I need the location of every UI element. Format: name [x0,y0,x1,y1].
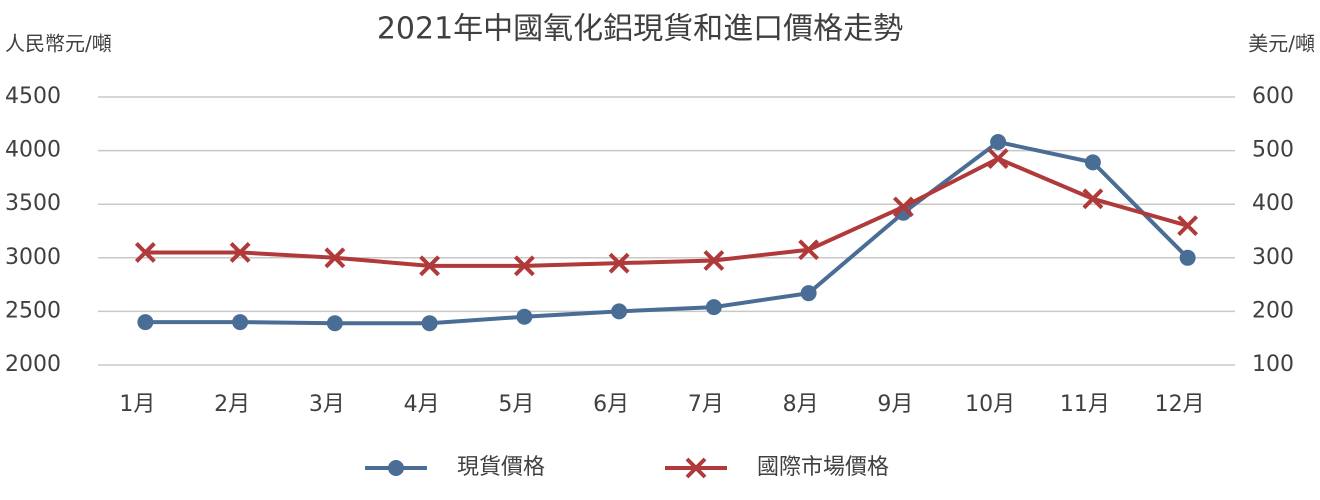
x-tick-label: 3月 [309,392,345,417]
marker [608,252,630,274]
x-tick-label: 4月 [404,392,440,417]
marker [1082,188,1104,210]
y-tick-label: 3000 [5,245,61,270]
x-tick-label: 5月 [498,392,534,417]
x-tick-label: 2月 [214,392,250,417]
marker-x [513,255,535,277]
marker [703,250,725,271]
marker [324,247,346,269]
y-tick-label: 2500 [5,298,61,323]
x-tick-label: 11月 [1060,392,1110,417]
marker [1179,249,1196,266]
marker-x [419,255,441,277]
marker [705,299,722,316]
y2-tick-label: 500 [1252,138,1294,163]
series-line [145,156,1189,268]
marker [421,315,438,332]
x-tick-label: 12月 [1155,392,1205,417]
marker [419,255,441,277]
y-tick-label: 4000 [5,138,61,163]
marker-x [324,247,346,269]
x-tick-label: 1月 [119,392,155,417]
marker [1177,215,1199,237]
marker [611,303,628,320]
marker [229,242,251,263]
marker [516,308,533,325]
y-tick-label: 3500 [5,191,61,216]
legend-label: 國際市場價格 [757,455,889,480]
marker-x [1177,215,1199,237]
y2-tick-label: 600 [1252,84,1294,109]
y2-tick-label: 100 [1252,352,1294,377]
marker [685,457,707,479]
marker [990,134,1007,151]
marker-x [987,148,1009,170]
marker-x [892,196,914,218]
marker [798,239,820,261]
marker [326,315,343,332]
marker [987,148,1009,170]
marker [388,460,404,476]
series-line [145,139,1190,326]
x-tick-label: 7月 [688,392,724,417]
marker-x [134,242,156,263]
marker [513,255,535,277]
chart-title: 2021年中國氧化鋁現貨和進口價格走勢 [377,12,903,47]
y-axis-label: 人民幣元/噸 [5,32,112,56]
marker-x [608,252,630,274]
x-tick-label: 9月 [877,392,913,417]
y-tick-label: 2000 [5,352,61,377]
marker-x [703,250,725,271]
marker [134,242,156,263]
marker-x [798,239,820,261]
marker [1084,154,1101,171]
y2-tick-label: 300 [1252,245,1294,270]
marker [892,196,914,218]
legend-label: 現貨價格 [457,455,545,480]
y2-axis-label: 美元/噸 [1248,32,1315,56]
x-tick-label: 10月 [965,392,1015,417]
y-tick-label: 4500 [5,84,61,109]
marker-x [685,457,707,479]
marker-x [229,242,251,263]
y2-tick-label: 200 [1252,298,1294,323]
marker-x [1082,188,1104,210]
marker [800,285,817,302]
marker [137,314,154,331]
x-tick-label: 8月 [783,392,819,417]
y2-tick-label: 400 [1252,191,1294,216]
x-tick-label: 6月 [593,392,629,417]
marker [232,314,249,331]
